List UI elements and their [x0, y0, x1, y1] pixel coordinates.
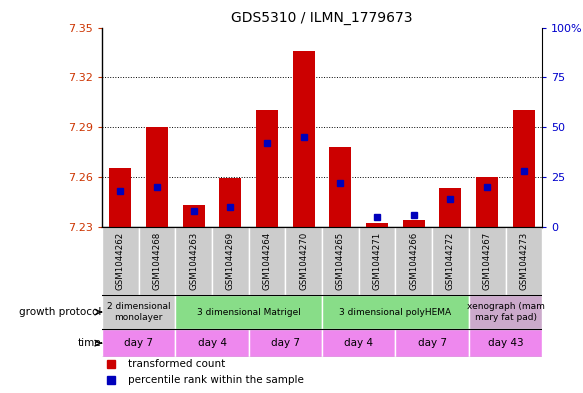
Bar: [432, 226, 469, 295]
Bar: [476, 177, 498, 226]
Bar: [440, 188, 462, 226]
Bar: [359, 226, 395, 295]
Text: GSM1044267: GSM1044267: [483, 231, 491, 290]
Bar: [293, 51, 315, 226]
Bar: [469, 329, 542, 357]
Text: 3 dimensional Matrigel: 3 dimensional Matrigel: [197, 308, 301, 316]
Text: 3 dimensional polyHEMA: 3 dimensional polyHEMA: [339, 308, 451, 316]
Text: GSM1044265: GSM1044265: [336, 231, 345, 290]
Text: transformed count: transformed count: [128, 359, 226, 369]
Bar: [469, 295, 542, 329]
Bar: [102, 329, 175, 357]
Text: day 43: day 43: [488, 338, 524, 348]
Bar: [102, 226, 139, 295]
Bar: [329, 147, 352, 226]
Bar: [395, 226, 432, 295]
Text: GSM1044262: GSM1044262: [116, 231, 125, 290]
Text: growth protocol: growth protocol: [19, 307, 101, 317]
Text: percentile rank within the sample: percentile rank within the sample: [128, 375, 304, 384]
Bar: [102, 295, 175, 329]
Bar: [175, 226, 212, 295]
Text: GSM1044271: GSM1044271: [373, 231, 382, 290]
Bar: [139, 226, 175, 295]
Text: GSM1044263: GSM1044263: [189, 231, 198, 290]
Bar: [182, 205, 205, 226]
Bar: [505, 226, 542, 295]
Bar: [322, 329, 395, 357]
Text: xenograph (mam
mary fat pad): xenograph (mam mary fat pad): [466, 302, 545, 322]
Bar: [146, 127, 168, 226]
Text: day 4: day 4: [345, 338, 373, 348]
Text: GSM1044273: GSM1044273: [519, 231, 528, 290]
Title: GDS5310 / ILMN_1779673: GDS5310 / ILMN_1779673: [231, 11, 413, 25]
Text: GSM1044269: GSM1044269: [226, 232, 235, 290]
Bar: [212, 226, 249, 295]
Text: GSM1044272: GSM1044272: [446, 231, 455, 290]
Text: day 7: day 7: [417, 338, 447, 348]
Text: GSM1044266: GSM1044266: [409, 231, 419, 290]
Text: 2 dimensional
monolayer: 2 dimensional monolayer: [107, 302, 170, 322]
Text: time: time: [78, 338, 101, 348]
Bar: [469, 226, 505, 295]
Text: GSM1044264: GSM1044264: [262, 231, 272, 290]
Bar: [322, 295, 469, 329]
Bar: [395, 329, 469, 357]
Bar: [513, 110, 535, 226]
Bar: [249, 226, 286, 295]
Text: day 7: day 7: [124, 338, 153, 348]
Bar: [219, 178, 241, 226]
Bar: [322, 226, 359, 295]
Bar: [256, 110, 278, 226]
Text: GSM1044270: GSM1044270: [299, 231, 308, 290]
Bar: [249, 329, 322, 357]
Text: day 4: day 4: [198, 338, 227, 348]
Bar: [175, 329, 249, 357]
Bar: [175, 295, 322, 329]
Bar: [403, 220, 425, 226]
Bar: [286, 226, 322, 295]
Bar: [110, 169, 131, 226]
Text: day 7: day 7: [271, 338, 300, 348]
Bar: [366, 223, 388, 226]
Text: GSM1044268: GSM1044268: [153, 231, 161, 290]
